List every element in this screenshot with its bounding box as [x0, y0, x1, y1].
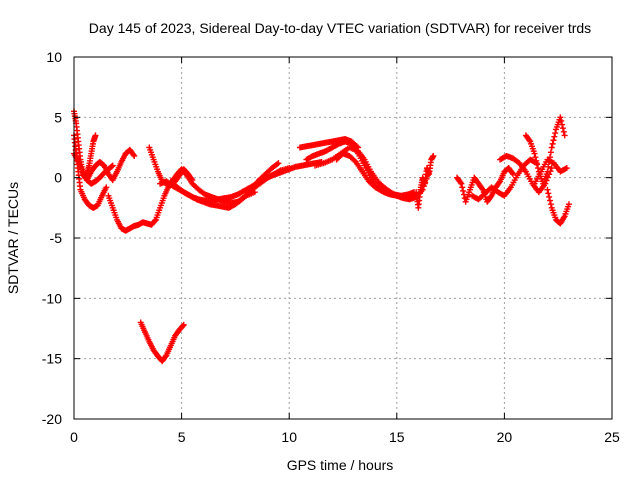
y-tick-label: -20	[42, 411, 62, 427]
y-tick-label: 10	[46, 49, 62, 65]
data-point	[180, 321, 187, 328]
data-point	[531, 150, 538, 157]
data-point	[510, 171, 517, 178]
data-point	[479, 185, 486, 192]
data-point	[561, 132, 568, 139]
series-seg-s	[497, 152, 555, 196]
data-point	[457, 179, 464, 186]
data-point	[509, 169, 516, 176]
series-seg-v	[531, 156, 570, 187]
data-point	[548, 165, 555, 172]
data-point	[544, 186, 551, 193]
data-points	[71, 108, 572, 365]
series-seg-o	[413, 152, 437, 211]
data-point	[559, 125, 566, 132]
data-point	[496, 179, 503, 186]
series-seg-q	[454, 165, 517, 205]
data-point	[560, 128, 567, 135]
data-point	[131, 152, 138, 159]
data-point	[151, 217, 158, 224]
data-point	[549, 140, 556, 147]
y-tick-label: 0	[54, 170, 62, 186]
data-point	[547, 197, 554, 204]
series-seg-u	[544, 186, 572, 227]
x-tick-label: 5	[178, 429, 186, 445]
x-tick-label: 0	[70, 429, 78, 445]
data-point	[130, 151, 137, 158]
data-point	[550, 137, 557, 144]
data-point	[108, 163, 115, 170]
data-point	[559, 121, 566, 128]
axis-ticks: 0 5 10 15 20 25 -20 -15 -10 -5 0 5 10	[42, 49, 620, 445]
data-point	[552, 130, 559, 137]
x-tick-label: 25	[604, 429, 620, 445]
data-point	[430, 152, 437, 159]
x-tick-label: 15	[389, 429, 405, 445]
data-point	[562, 165, 569, 172]
data-point	[534, 165, 541, 172]
series-seg-e	[105, 192, 159, 234]
y-axis-label: SDTVAR / TECUs	[5, 182, 21, 294]
y-tick-label: 5	[54, 109, 62, 125]
data-point	[548, 144, 555, 151]
data-point	[103, 184, 110, 191]
data-point	[109, 162, 116, 169]
data-point	[275, 160, 282, 167]
data-point	[532, 154, 539, 161]
x-axis-label: GPS time / hours	[287, 457, 394, 473]
y-tick-label: -15	[42, 351, 62, 367]
data-point	[547, 149, 554, 156]
data-point	[551, 133, 558, 140]
x-tick-label: 10	[281, 429, 297, 445]
data-point	[274, 161, 281, 168]
data-point	[458, 180, 465, 187]
data-point	[179, 322, 186, 329]
data-point	[546, 193, 553, 200]
data-point	[162, 353, 169, 360]
data-point	[459, 184, 466, 191]
y-tick-label: -10	[42, 290, 62, 306]
series-seg-d	[83, 146, 138, 184]
data-point	[545, 190, 552, 197]
data-point	[351, 157, 358, 164]
data-point	[544, 168, 551, 175]
grid-layer	[74, 57, 612, 419]
data-point	[558, 117, 565, 124]
data-point	[565, 201, 572, 208]
data-point	[92, 132, 99, 139]
chart-title: Day 145 of 2023, Sidereal Day-to-day VTE…	[89, 20, 591, 36]
data-point	[533, 157, 540, 164]
series-seg-n	[333, 150, 418, 199]
x-tick-label: 20	[497, 429, 513, 445]
data-point	[534, 161, 541, 168]
series-seg-p	[137, 319, 187, 365]
y-tick-label: -5	[50, 230, 63, 246]
data-point	[557, 114, 564, 121]
series-seg-j	[249, 160, 282, 191]
data-point	[563, 165, 570, 172]
data-point	[526, 137, 533, 144]
data-point	[547, 201, 554, 208]
data-point	[460, 187, 467, 194]
series-seg-t	[522, 114, 568, 187]
